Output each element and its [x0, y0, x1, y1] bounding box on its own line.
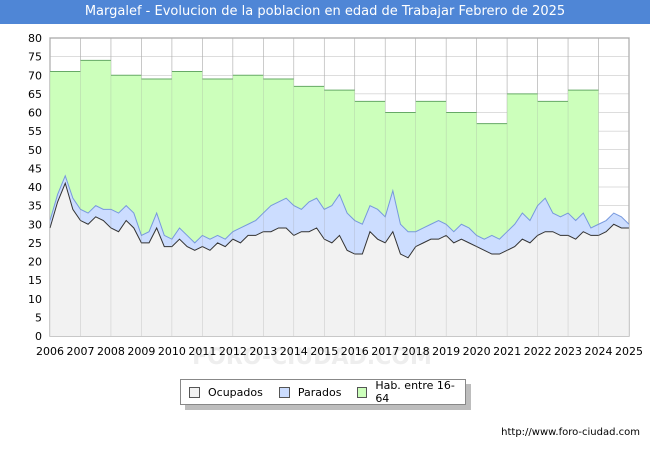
- x-tick-label: 2017: [371, 345, 399, 358]
- x-tick-label: 2020: [463, 345, 491, 358]
- x-tick-label: 2007: [66, 345, 94, 358]
- y-tick-label: 10: [28, 293, 42, 306]
- chart-area: FORO-CIUDAD.COM 051015202530354045505560…: [28, 32, 643, 370]
- x-tick-label: 2011: [188, 345, 216, 358]
- y-tick-label: 35: [28, 200, 42, 213]
- y-axis: 0 5 10 15 20 25 30 35 40 45 50 55 60 65 70 75 80: [28, 32, 42, 343]
- x-tick-label: 2014: [280, 345, 308, 358]
- series-layer: [49, 38, 630, 336]
- legend-swatch-ocupados: [189, 386, 200, 398]
- x-tick-label: 2021: [493, 345, 521, 358]
- legend-item-ocupados: Ocupados: [189, 386, 263, 399]
- line-hab: [50, 59, 599, 125]
- legend-label-ocupados: Ocupados: [208, 385, 263, 399]
- y-tick-label: 15: [28, 274, 42, 287]
- x-tick-label: 2016: [341, 345, 369, 358]
- y-tick-label: 65: [28, 88, 42, 101]
- y-tick-label: 50: [28, 144, 42, 157]
- legend-item-hab: Hab. entre 16-64: [357, 379, 457, 405]
- y-tick-label: 75: [28, 51, 42, 64]
- watermark: FORO-CIUDAD.COM: [192, 345, 432, 370]
- x-tick-label: 2009: [127, 345, 155, 358]
- legend-label-parados: Parados: [297, 385, 342, 399]
- source-link[interactable]: http://www.foro-ciudad.com: [501, 427, 640, 438]
- y-tick-label: 30: [28, 218, 42, 231]
- line-ocupados: [49, 181, 629, 259]
- x-tick-label: 2013: [249, 345, 277, 358]
- legend-label-hab: Hab. entre 16-64: [375, 379, 455, 405]
- x-tick-label: 2006: [36, 345, 64, 358]
- x-tick-label: 2018: [402, 345, 430, 358]
- y-tick-label: 70: [28, 69, 42, 82]
- x-tick-label: 2015: [310, 345, 338, 358]
- y-tick-label: 5: [35, 311, 42, 324]
- legend: Ocupados Parados Hab. entre 16-64: [180, 379, 466, 405]
- y-tick-label: 40: [28, 181, 42, 194]
- line-parados: [49, 174, 630, 244]
- y-tick-label: 60: [28, 107, 42, 120]
- x-tick-label: 2025: [615, 345, 643, 358]
- y-tick-label: 0: [35, 330, 42, 343]
- x-tick-label: 2012: [219, 345, 247, 358]
- legend-swatch-hab: [357, 386, 368, 398]
- x-tick-label: 2022: [524, 345, 552, 358]
- x-tick-label: 2023: [554, 345, 582, 358]
- x-tick-label: 2019: [432, 345, 460, 358]
- y-tick-label: 45: [28, 162, 42, 175]
- y-tick-label: 20: [28, 256, 42, 269]
- x-axis: 2006 2007 2008 2009 2010 2011 2012 2013 2014 2015…: [36, 345, 643, 358]
- x-tick-label: 2008: [97, 345, 125, 358]
- legend-item-parados: Parados: [278, 385, 342, 399]
- y-tick-label: 25: [28, 237, 42, 250]
- area-ocupados: [50, 183, 629, 336]
- x-tick-label: 2024: [585, 345, 613, 358]
- legend-swatch-parados: [278, 386, 290, 398]
- chart-title: Margalef - Evolucion de la poblacion en …: [0, 0, 650, 24]
- y-tick-label: 55: [28, 125, 42, 138]
- x-tick-label: 2010: [158, 345, 186, 358]
- y-tick-label: 80: [28, 32, 42, 45]
